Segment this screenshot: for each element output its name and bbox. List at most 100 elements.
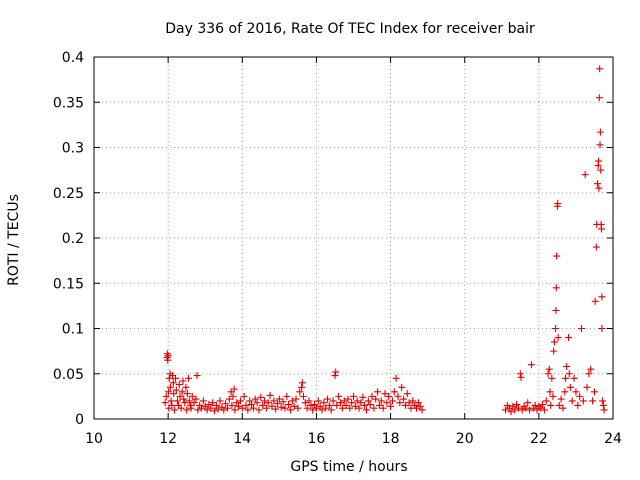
data-point bbox=[383, 399, 391, 407]
y-tick-label: 0.2 bbox=[62, 231, 84, 247]
data-point bbox=[180, 395, 188, 403]
data-point bbox=[405, 399, 413, 407]
data-point bbox=[222, 400, 230, 408]
data-point bbox=[416, 402, 424, 410]
data-point bbox=[351, 402, 359, 410]
data-point bbox=[177, 404, 185, 412]
data-point bbox=[194, 406, 202, 414]
data-point bbox=[340, 397, 348, 405]
data-point bbox=[212, 401, 220, 409]
y-tick-label: 0.15 bbox=[53, 276, 84, 292]
data-point bbox=[210, 407, 218, 415]
data-point bbox=[301, 399, 309, 407]
data-point bbox=[545, 365, 553, 373]
data-point bbox=[312, 404, 320, 412]
data-point bbox=[587, 365, 595, 373]
data-point bbox=[400, 395, 408, 403]
data-point bbox=[185, 397, 193, 405]
data-point bbox=[561, 388, 569, 396]
data-point bbox=[283, 392, 291, 400]
data-point bbox=[592, 243, 600, 251]
data-point bbox=[183, 390, 191, 398]
data-point bbox=[168, 401, 176, 409]
data-point bbox=[166, 383, 174, 391]
data-point bbox=[366, 401, 374, 409]
data-point bbox=[583, 383, 591, 391]
data-points bbox=[161, 65, 608, 416]
data-point bbox=[409, 397, 417, 405]
data-point bbox=[344, 395, 352, 403]
data-point bbox=[163, 350, 171, 358]
data-point bbox=[579, 397, 587, 405]
data-point bbox=[598, 225, 606, 233]
data-point bbox=[244, 406, 252, 414]
data-point bbox=[193, 372, 201, 380]
data-point bbox=[181, 399, 189, 407]
data-point bbox=[236, 397, 244, 405]
data-point bbox=[377, 397, 385, 405]
data-point bbox=[550, 347, 558, 355]
data-point bbox=[599, 401, 607, 409]
data-point bbox=[537, 404, 545, 412]
y-tick-label: 0.1 bbox=[62, 322, 84, 338]
data-point bbox=[281, 404, 289, 412]
data-point bbox=[581, 171, 589, 179]
grid-lines bbox=[94, 57, 613, 419]
data-point bbox=[309, 406, 317, 414]
data-point bbox=[324, 395, 332, 403]
data-point bbox=[526, 406, 534, 414]
data-point bbox=[596, 65, 604, 73]
data-point bbox=[228, 401, 236, 409]
data-point bbox=[329, 397, 337, 405]
data-point bbox=[183, 406, 191, 414]
data-point bbox=[268, 402, 276, 410]
data-point bbox=[353, 397, 361, 405]
data-point bbox=[179, 377, 187, 385]
data-point bbox=[562, 374, 570, 382]
data-point bbox=[552, 284, 560, 292]
data-point bbox=[549, 392, 557, 400]
data-point bbox=[518, 406, 526, 414]
data-point bbox=[246, 397, 254, 405]
data-point bbox=[514, 404, 522, 412]
data-point bbox=[296, 388, 304, 396]
data-point bbox=[597, 166, 605, 174]
data-point bbox=[298, 379, 306, 387]
data-point bbox=[292, 395, 300, 403]
data-point bbox=[596, 128, 604, 136]
data-point bbox=[178, 388, 186, 396]
data-point bbox=[333, 401, 341, 409]
x-tick-label: 12 bbox=[159, 431, 177, 447]
data-point bbox=[337, 399, 345, 407]
data-point bbox=[299, 392, 307, 400]
x-tick-label: 24 bbox=[604, 431, 622, 447]
data-point bbox=[396, 399, 404, 407]
data-point bbox=[563, 363, 571, 371]
data-point bbox=[230, 385, 238, 393]
axis-ticks bbox=[93, 56, 614, 420]
data-point bbox=[305, 397, 313, 405]
data-point bbox=[225, 395, 233, 403]
data-point bbox=[516, 370, 524, 378]
data-point bbox=[379, 404, 387, 412]
data-point bbox=[165, 388, 173, 396]
data-point bbox=[385, 392, 393, 400]
data-point bbox=[335, 392, 343, 400]
data-point bbox=[576, 392, 584, 400]
data-point bbox=[175, 381, 183, 389]
data-point bbox=[517, 373, 525, 381]
data-point bbox=[169, 379, 177, 387]
data-point bbox=[238, 404, 246, 412]
data-point bbox=[359, 393, 367, 401]
data-point bbox=[553, 252, 561, 260]
data-point bbox=[203, 406, 211, 414]
data-point bbox=[172, 386, 180, 394]
x-tick-label: 22 bbox=[530, 431, 548, 447]
y-tick-label: 0 bbox=[75, 412, 84, 428]
data-point bbox=[279, 398, 287, 406]
data-point bbox=[229, 392, 237, 400]
data-point bbox=[552, 325, 560, 332]
data-point bbox=[325, 401, 333, 409]
data-point bbox=[322, 404, 330, 412]
x-tick-label: 18 bbox=[382, 431, 400, 447]
